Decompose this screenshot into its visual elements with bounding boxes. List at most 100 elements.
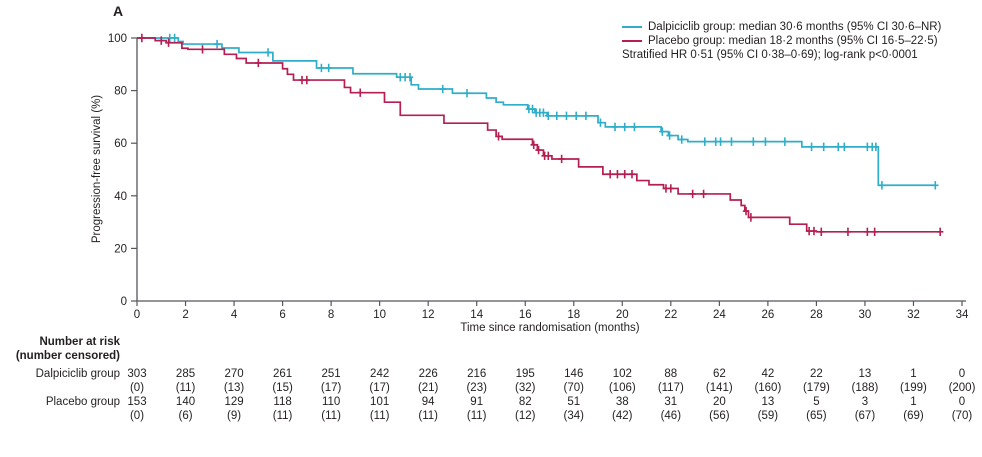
risk-at-risk-value: 101 — [370, 396, 390, 408]
risk-censored-value: (11) — [369, 410, 390, 422]
survival-curve-placebo-group — [137, 37, 941, 233]
risk-at-risk-value: 153 — [127, 396, 147, 408]
risk-at-risk-value: 270 — [224, 368, 244, 380]
risk-at-risk-value: 303 — [127, 368, 147, 380]
risk-censored-value: (9) — [227, 410, 242, 422]
risk-at-risk-value: 13 — [761, 396, 775, 408]
x-tick-label: 24 — [713, 309, 726, 321]
censor-marks-dalpiciclib-group — [166, 33, 939, 190]
panel-label: A — [113, 3, 124, 19]
risk-at-risk-value: 118 — [273, 396, 292, 408]
legend-label-dalpiciclib: Dalpiciclib group: median 30·6 months (9… — [648, 21, 942, 33]
x-tick-label: 0 — [134, 309, 140, 321]
risk-censored-value: (11) — [466, 410, 487, 422]
risk-at-risk-value: 129 — [224, 396, 244, 408]
risk-censored-value: (11) — [272, 410, 293, 422]
survival-curve-dalpiciclib-group — [137, 37, 936, 187]
risk-censored-value: (11) — [175, 382, 196, 394]
risk-at-risk-value: 62 — [712, 368, 726, 380]
risk-censored-value: (17) — [320, 382, 342, 394]
risk-censored-value: (199) — [900, 382, 927, 394]
risk-censored-value: (0) — [129, 382, 145, 394]
x-tick-label: 6 — [279, 309, 285, 321]
dalpiciclib-line-swatch — [622, 26, 642, 28]
risk-table-title: Number at risk — [39, 336, 120, 348]
risk-censored-value: (34) — [563, 410, 584, 422]
risk-at-risk-value: 242 — [370, 368, 390, 380]
risk-censored-value: (23) — [466, 382, 487, 394]
risk-at-risk-value: 31 — [664, 396, 678, 408]
risk-at-risk-value: 216 — [467, 368, 487, 380]
risk-at-risk-value: 251 — [321, 368, 341, 380]
x-tick-label: 8 — [328, 309, 334, 321]
risk-censored-value: (65) — [806, 410, 827, 422]
risk-censored-value: (106) — [608, 382, 636, 394]
x-axis-title: Time since randomisation (months) — [460, 322, 640, 334]
risk-at-risk-value: 110 — [321, 396, 341, 408]
risk-at-risk-value: 88 — [664, 368, 678, 380]
risk-censored-value: (12) — [515, 410, 536, 422]
risk-at-risk-value: 51 — [567, 396, 581, 408]
x-tick-label: 18 — [567, 309, 580, 321]
x-tick-label: 16 — [519, 309, 532, 321]
risk-at-risk-value: 261 — [272, 368, 293, 380]
censor-marks-placebo-group — [138, 33, 944, 237]
risk-at-risk-value: 91 — [470, 396, 484, 408]
risk-at-risk-value: 94 — [421, 396, 435, 408]
risk-censored-value: (6) — [178, 410, 193, 422]
stratified-hr-annotation: Stratified HR 0·51 (95% CI 0·38–0·69); l… — [622, 49, 918, 61]
risk-censored-value: (179) — [802, 382, 830, 394]
risk-at-risk-value: 5 — [813, 396, 820, 408]
risk-at-risk-value: 0 — [958, 368, 966, 380]
x-tick-label: 34 — [956, 309, 969, 321]
y-tick-label: 60 — [114, 138, 127, 150]
risk-censored-value: (70) — [563, 382, 584, 394]
y-tick-label: 0 — [121, 296, 127, 308]
x-tick-label: 32 — [907, 309, 920, 321]
x-tick-label: 14 — [470, 309, 483, 321]
risk-censored-value: (200) — [948, 382, 976, 394]
risk-censored-value: (69) — [903, 410, 924, 422]
x-tick-label: 10 — [373, 309, 386, 321]
x-tick-label: 26 — [761, 309, 774, 321]
x-tick-label: 20 — [616, 309, 629, 321]
risk-at-risk-value: 1 — [910, 396, 917, 408]
risk-at-risk-value: 195 — [515, 368, 535, 380]
legend-item-dalpiciclib: Dalpiciclib group: median 30·6 months (9… — [622, 20, 941, 34]
risk-at-risk-value: 42 — [761, 368, 775, 380]
x-tick-label: 4 — [231, 309, 238, 321]
risk-at-risk-value: 1 — [910, 368, 917, 380]
risk-table-subtitle: (number censored) — [15, 350, 120, 362]
risk-censored-value: (117) — [657, 382, 684, 394]
risk-at-risk-value: 3 — [861, 396, 869, 408]
risk-censored-value: (17) — [369, 382, 390, 394]
risk-at-risk-value: 102 — [612, 368, 632, 380]
risk-censored-value: (56) — [709, 410, 730, 422]
risk-censored-value: (11) — [418, 410, 438, 422]
y-tick-label: 100 — [108, 33, 127, 45]
placebo-line-swatch — [622, 40, 642, 42]
risk-at-risk-value: 38 — [615, 396, 629, 408]
x-tick-label: 22 — [664, 309, 677, 321]
legend-label-placebo: Placebo group: median 18·2 months (95% C… — [648, 35, 938, 47]
risk-at-risk-value: 146 — [564, 368, 584, 380]
x-tick-label: 28 — [810, 309, 823, 321]
risk-censored-value: (46) — [660, 410, 682, 422]
risk-censored-value: (59) — [757, 410, 779, 422]
risk-censored-value: (15) — [272, 382, 293, 394]
risk-censored-value: (0) — [129, 410, 145, 422]
risk-censored-value: (70) — [951, 410, 973, 422]
x-tick-label: 12 — [422, 309, 435, 321]
risk-censored-value: (21) — [417, 382, 439, 394]
risk-censored-value: (67) — [854, 410, 876, 422]
risk-at-risk-value: 226 — [418, 368, 438, 380]
legend-item-placebo: Placebo group: median 18·2 months (95% C… — [622, 34, 941, 48]
risk-at-risk-value: 22 — [810, 368, 823, 380]
risk-row-label-dalpiciclib: Dalpiciclib group — [35, 368, 120, 380]
risk-at-risk-value: 285 — [175, 368, 196, 380]
y-tick-label: 80 — [114, 86, 127, 98]
risk-censored-value: (188) — [851, 382, 879, 394]
